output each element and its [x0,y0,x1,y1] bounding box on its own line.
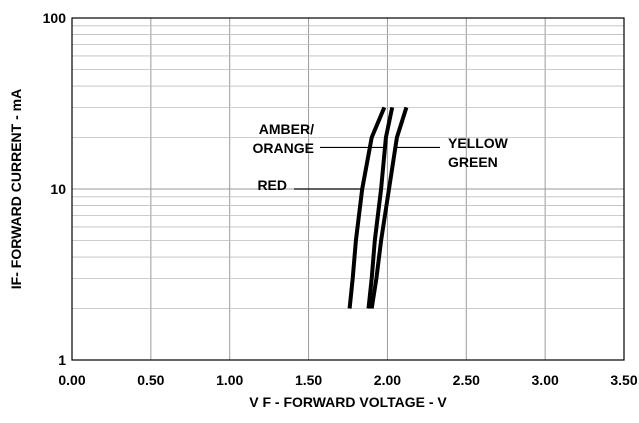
x-tick-label-5: 2.50 [453,372,480,388]
x-tick-label-2: 1.00 [216,372,243,388]
annotation-amber-orange-line-1: ORANGE [253,140,314,156]
series-annotations: AMBER/ORANGE RED YELLOW GREEN [253,121,509,193]
series-curves [347,106,409,309]
series-line-yellow-green [369,106,409,309]
x-tick-label-0: 0.00 [58,372,85,388]
x-axis-title: V F - FORWARD VOLTAGE - V [249,394,447,410]
y-tick-label-0: 1 [58,352,66,368]
x-tick-label-6: 3.00 [532,372,559,388]
y-tick-label-2: 100 [43,10,67,26]
annotation-yellow-green-line-1: GREEN [448,154,498,170]
y-axis-title: IF- FORWARD CURRENT - mA [8,89,24,289]
x-tick-label-7: 3.50 [610,372,637,388]
x-tick-label-1: 0.50 [137,372,164,388]
x-tick-label-4: 2.00 [374,372,401,388]
series-line-amber-orange [366,106,395,309]
tick-labels: 0.00 0.50 1.00 1.50 2.00 2.50 3.00 3.50 1 10 100 [43,10,638,388]
series-line-red [347,106,387,309]
x-tick-label-3: 1.50 [295,372,322,388]
annotation-amber-orange-line-0: AMBER/ [259,121,314,137]
y-tick-label-1: 10 [50,181,66,197]
plot-frame [71,17,625,361]
annotation-red-line-0: RED [257,177,287,193]
annotation-yellow-green-line-0: YELLOW [448,135,509,151]
